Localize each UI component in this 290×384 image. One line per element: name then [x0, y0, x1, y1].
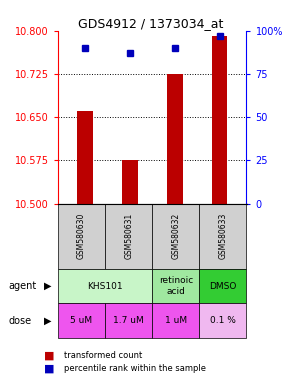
- Bar: [199, 269, 246, 303]
- Text: retinoic
acid: retinoic acid: [159, 276, 193, 296]
- Text: percentile rank within the sample: percentile rank within the sample: [64, 364, 206, 373]
- Text: GSM580631: GSM580631: [124, 213, 133, 259]
- Text: GSM580633: GSM580633: [218, 213, 227, 259]
- Bar: [167, 74, 182, 204]
- Bar: [152, 269, 200, 303]
- Text: agent: agent: [9, 281, 37, 291]
- Text: KHS101: KHS101: [87, 281, 123, 291]
- Bar: [152, 204, 200, 269]
- Bar: [105, 303, 152, 338]
- Text: ■: ■: [44, 364, 54, 374]
- Bar: [152, 303, 200, 338]
- Bar: [199, 303, 246, 338]
- Text: dose: dose: [9, 316, 32, 326]
- Bar: [122, 161, 138, 204]
- Bar: [58, 204, 105, 269]
- Bar: [77, 111, 93, 204]
- Text: 1 uM: 1 uM: [165, 316, 187, 325]
- Bar: [212, 36, 227, 204]
- Text: GSM580632: GSM580632: [171, 213, 180, 259]
- Bar: [58, 269, 152, 303]
- Text: 0.1 %: 0.1 %: [210, 316, 236, 325]
- Text: GSM580630: GSM580630: [77, 213, 86, 259]
- Text: ▶: ▶: [44, 281, 51, 291]
- Bar: [58, 303, 105, 338]
- Text: DMSO: DMSO: [209, 281, 237, 291]
- Text: GDS4912 / 1373034_at: GDS4912 / 1373034_at: [78, 17, 224, 30]
- Bar: [105, 204, 152, 269]
- Text: ▶: ▶: [44, 316, 51, 326]
- Text: 5 uM: 5 uM: [70, 316, 93, 325]
- Bar: [199, 204, 246, 269]
- Text: transformed count: transformed count: [64, 351, 142, 360]
- Text: ■: ■: [44, 350, 54, 360]
- Text: 1.7 uM: 1.7 uM: [113, 316, 144, 325]
